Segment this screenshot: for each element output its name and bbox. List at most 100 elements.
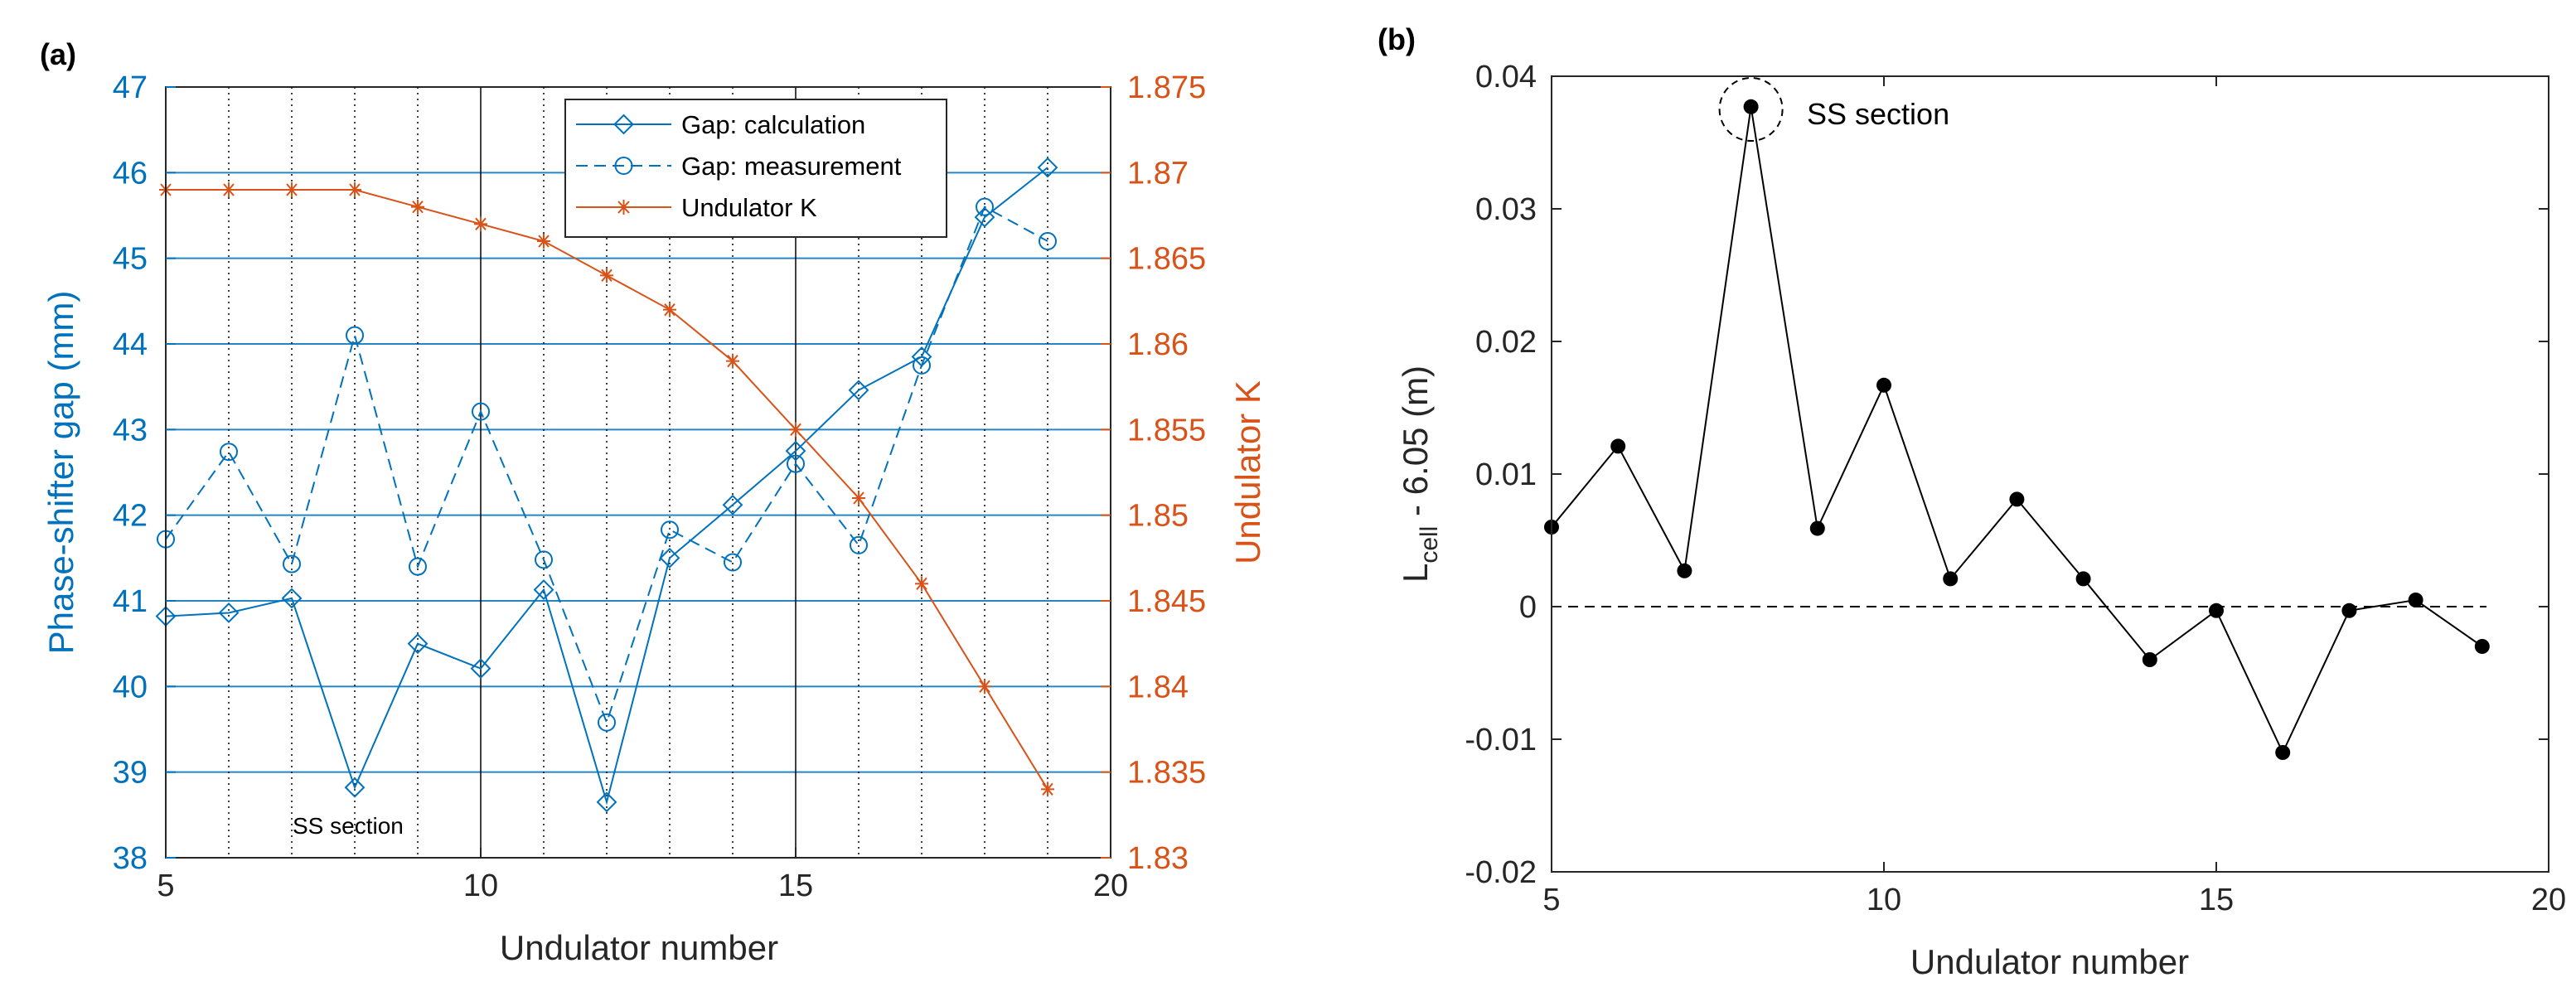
point-circle — [787, 454, 805, 473]
point-star — [789, 422, 802, 438]
panel-b-y-label-sub: cell — [1416, 526, 1443, 564]
point-diamond — [407, 633, 429, 655]
point-star — [915, 576, 928, 592]
star-stroke — [349, 183, 361, 196]
y-tick-label-left: 43 — [113, 413, 148, 448]
panel-b-axes-box — [1551, 75, 2549, 873]
legend-label-calculation: Gap: calculation — [681, 110, 865, 139]
point-diamond — [1037, 157, 1058, 178]
point-filled-circle — [2341, 602, 2357, 618]
legend-circle-icon — [614, 157, 633, 175]
point-circle — [913, 356, 931, 375]
y-tick-label: 0 — [1519, 590, 1537, 625]
point-star — [600, 268, 613, 283]
y-tick-label-right: 1.875 — [1127, 70, 1206, 105]
point-diamond — [281, 588, 303, 609]
y-tick-label-right: 1.835 — [1127, 756, 1206, 791]
y-tick-label-right: 1.86 — [1127, 327, 1189, 362]
point-diamond — [722, 494, 743, 515]
y-tick-label: 0.01 — [1475, 457, 1537, 492]
panel-b-y-label-main: L — [1396, 564, 1435, 583]
point-diamond — [344, 777, 366, 798]
panel-b-ticks: 5 10 15 20 -0.02 -0.01 0 0.01 0.02 0.03 0.04 — [1465, 60, 2566, 917]
y-tick-label-right: 1.87 — [1127, 156, 1189, 191]
point-star — [222, 182, 235, 197]
panel-a-x-label: Undulator number — [500, 928, 778, 967]
point-filled-circle — [2408, 593, 2423, 607]
point-circle — [976, 197, 994, 216]
x-tick-label: 20 — [2531, 883, 2566, 917]
x-tick-label: 10 — [463, 869, 498, 903]
y-tick-label-right: 1.865 — [1127, 242, 1206, 277]
star-stroke — [223, 183, 235, 196]
point-filled-circle — [2275, 745, 2291, 760]
point-circle — [283, 554, 301, 573]
point-star — [474, 216, 487, 232]
panel-b-label: (b) — [1378, 22, 1416, 56]
point-star — [348, 182, 361, 197]
star-stroke — [475, 217, 487, 230]
y-tick-label-left: 41 — [113, 584, 148, 619]
star-stroke — [601, 269, 613, 282]
star-stroke — [538, 235, 550, 248]
legend-label-measurement: Gap: measurement — [681, 152, 902, 181]
point-circle — [409, 557, 427, 576]
y-tick-label-left: 38 — [113, 841, 148, 876]
panel-b: (b) 5 10 15 20 -0.02 -0.01 0 0.01 0.02 0.03 0.04 U… — [1378, 22, 2566, 981]
point-star — [537, 234, 550, 249]
panel-b-series — [1544, 99, 2490, 760]
panel-a-y-label-left: Phase-shifter gap (mm) — [41, 291, 80, 655]
legend-star-icon — [617, 200, 631, 215]
series-line-diamond — [165, 167, 1048, 806]
star-stroke — [790, 423, 801, 436]
point-star — [1041, 782, 1054, 797]
y-tick-label-left: 46 — [113, 156, 148, 191]
y-tick-label-right: 1.83 — [1127, 841, 1189, 876]
point-circle — [346, 326, 364, 345]
y-tick-label: 0.03 — [1475, 192, 1537, 227]
y-tick-label: 0.04 — [1475, 60, 1537, 94]
point-diamond — [659, 547, 680, 569]
point-filled-circle — [2474, 639, 2490, 654]
y-tick-label-left: 39 — [113, 756, 148, 791]
point-diamond — [218, 602, 240, 623]
point-star — [852, 491, 865, 506]
star-stroke — [979, 680, 990, 693]
point-circle — [850, 535, 868, 554]
point-diamond — [974, 206, 995, 228]
y-tick-label-right: 1.845 — [1127, 584, 1206, 619]
series-line — [1551, 106, 2483, 755]
star-stroke — [916, 577, 927, 590]
legend-box — [564, 99, 947, 238]
point-circle — [598, 713, 616, 732]
point-star — [663, 302, 676, 317]
panel-a-ticks: 5 10 15 20 38 39 40 41 42 43 44 45 46 47 1.83 1.835 1.84… — [113, 70, 1206, 903]
y-tick-label: 0.02 — [1475, 325, 1537, 360]
point-filled-circle — [1809, 520, 1825, 536]
x-tick-label: 20 — [1093, 869, 1128, 903]
panel-b-y-label-rest: - 6.05 (m) — [1396, 365, 1435, 526]
x-tick-label: 5 — [157, 869, 174, 903]
panel-a-series — [155, 157, 1058, 813]
panel-b-annotation-ring — [1718, 77, 1784, 142]
panel-a: (a) 5 10 15 20 38 39 40 41 42 43 44 45 46 47 1.83 1.835… — [40, 37, 1267, 967]
panel-a-axes-box — [165, 86, 1111, 859]
point-filled-circle — [1610, 438, 1626, 454]
y-tick-label-right: 1.85 — [1127, 499, 1189, 534]
panel-a-legend: Gap: calculation Gap: measurement Undula… — [564, 99, 947, 238]
legend-label-k: Undulator K — [681, 193, 817, 222]
y-tick-label-left: 40 — [113, 670, 148, 704]
series-line-circle — [165, 206, 1048, 725]
point-star — [726, 353, 739, 369]
point-diamond — [533, 579, 554, 600]
point-filled-circle — [1876, 377, 1891, 393]
point-diamond — [596, 791, 617, 813]
point-filled-circle — [2009, 491, 2025, 507]
point-circle — [472, 402, 490, 421]
y-tick-label-right: 1.84 — [1127, 670, 1189, 704]
point-diamond — [785, 440, 806, 462]
legend-diamond-icon — [613, 114, 634, 135]
point-circle — [724, 553, 742, 572]
y-tick-label: -0.01 — [1465, 723, 1537, 757]
x-tick-label: 10 — [1867, 883, 1901, 917]
